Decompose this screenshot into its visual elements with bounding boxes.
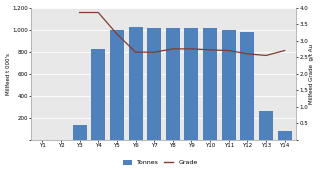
Y-axis label: Millfeed Grade  g/t Au: Millfeed Grade g/t Au [309,44,315,104]
Bar [147,29,161,140]
Bar [203,29,217,140]
Bar [259,111,273,140]
Bar [110,30,124,140]
Bar [240,32,254,140]
Bar [278,131,292,140]
Legend: Tonnes, Grade: Tonnes, Grade [122,159,198,166]
Bar [91,49,105,140]
Bar [222,30,236,140]
Bar [129,27,142,140]
Bar [166,29,180,140]
Bar [73,125,87,140]
Bar [184,29,198,140]
Y-axis label: Millfeed t 000's: Millfeed t 000's [5,53,11,95]
